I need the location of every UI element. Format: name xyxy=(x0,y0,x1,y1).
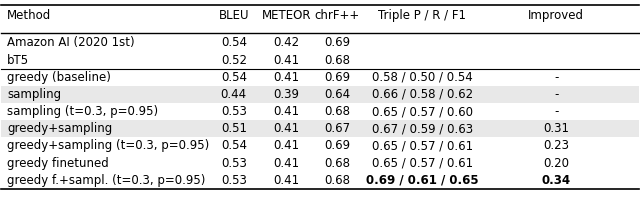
Text: 0.51: 0.51 xyxy=(221,122,247,135)
Text: 0.68: 0.68 xyxy=(324,54,350,66)
Text: 0.68: 0.68 xyxy=(324,157,350,170)
Text: 0.69: 0.69 xyxy=(324,71,350,84)
Text: 0.44: 0.44 xyxy=(221,88,247,101)
Text: 0.23: 0.23 xyxy=(543,139,570,153)
Text: METEOR: METEOR xyxy=(261,9,311,22)
Text: 0.69 / 0.61 / 0.65: 0.69 / 0.61 / 0.65 xyxy=(366,174,479,187)
Text: greedy (baseline): greedy (baseline) xyxy=(7,71,111,84)
Text: 0.31: 0.31 xyxy=(543,122,570,135)
Text: Amazon AI (2020 1st): Amazon AI (2020 1st) xyxy=(7,36,134,49)
Text: 0.65 / 0.57 / 0.61: 0.65 / 0.57 / 0.61 xyxy=(372,157,473,170)
Text: bT5: bT5 xyxy=(7,54,29,66)
Text: 0.41: 0.41 xyxy=(273,54,300,66)
Text: 0.39: 0.39 xyxy=(273,88,299,101)
Text: 0.54: 0.54 xyxy=(221,139,247,153)
Text: 0.54: 0.54 xyxy=(221,71,247,84)
Text: greedy finetuned: greedy finetuned xyxy=(7,157,109,170)
Text: 0.41: 0.41 xyxy=(273,105,300,118)
Text: greedy+sampling (t=0.3, p=0.95): greedy+sampling (t=0.3, p=0.95) xyxy=(7,139,209,153)
Text: 0.67 / 0.59 / 0.63: 0.67 / 0.59 / 0.63 xyxy=(372,122,473,135)
Text: Improved: Improved xyxy=(528,9,584,22)
Text: 0.69: 0.69 xyxy=(324,36,350,49)
Text: 0.64: 0.64 xyxy=(324,88,350,101)
Text: 0.42: 0.42 xyxy=(273,36,300,49)
Text: 0.20: 0.20 xyxy=(543,157,570,170)
Text: 0.65 / 0.57 / 0.60: 0.65 / 0.57 / 0.60 xyxy=(372,105,473,118)
Text: 0.53: 0.53 xyxy=(221,157,247,170)
Bar xyxy=(1,86,639,103)
Text: 0.68: 0.68 xyxy=(324,174,350,187)
Text: sampling (t=0.3, p=0.95): sampling (t=0.3, p=0.95) xyxy=(7,105,158,118)
Text: 0.58 / 0.50 / 0.54: 0.58 / 0.50 / 0.54 xyxy=(372,71,472,84)
Text: greedy+sampling: greedy+sampling xyxy=(7,122,113,135)
Text: 0.41: 0.41 xyxy=(273,157,300,170)
Text: greedy f.+sampl. (t=0.3, p=0.95): greedy f.+sampl. (t=0.3, p=0.95) xyxy=(7,174,205,187)
Text: 0.41: 0.41 xyxy=(273,139,300,153)
Text: 0.65 / 0.57 / 0.61: 0.65 / 0.57 / 0.61 xyxy=(372,139,473,153)
Text: -: - xyxy=(554,88,559,101)
Text: 0.68: 0.68 xyxy=(324,105,350,118)
Text: 0.66 / 0.58 / 0.62: 0.66 / 0.58 / 0.62 xyxy=(372,88,473,101)
Text: BLEU: BLEU xyxy=(218,9,249,22)
Text: 0.53: 0.53 xyxy=(221,174,247,187)
Text: 0.41: 0.41 xyxy=(273,71,300,84)
Text: 0.52: 0.52 xyxy=(221,54,247,66)
Text: -: - xyxy=(554,105,559,118)
Text: Triple P / R / F1: Triple P / R / F1 xyxy=(378,9,466,22)
Text: Method: Method xyxy=(7,9,51,22)
Text: chrF++: chrF++ xyxy=(315,9,360,22)
Text: sampling: sampling xyxy=(7,88,61,101)
Text: 0.53: 0.53 xyxy=(221,105,247,118)
Text: 0.41: 0.41 xyxy=(273,174,300,187)
Bar xyxy=(1,120,639,137)
Text: 0.54: 0.54 xyxy=(221,36,247,49)
Text: 0.69: 0.69 xyxy=(324,139,350,153)
Text: 0.41: 0.41 xyxy=(273,122,300,135)
Text: 0.34: 0.34 xyxy=(541,174,571,187)
Text: 0.67: 0.67 xyxy=(324,122,350,135)
Text: -: - xyxy=(554,71,559,84)
